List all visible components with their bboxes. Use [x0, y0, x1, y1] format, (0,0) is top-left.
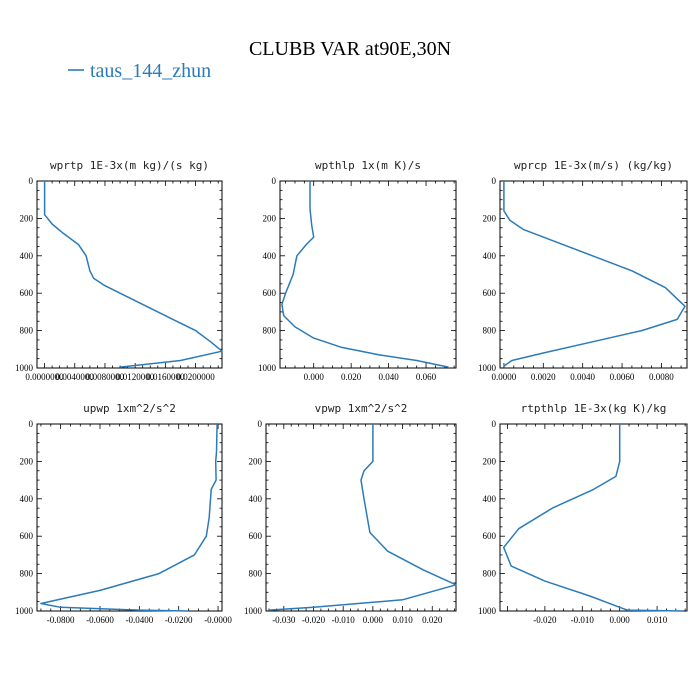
x-tick-label: 0.0120000 [116, 372, 155, 382]
x-tick-label: 0.010 [647, 615, 668, 625]
x-tick-label: 0.000 [610, 615, 631, 625]
x-tick-label: 0.000 [363, 615, 384, 625]
y-tick-label: 200 [249, 456, 263, 466]
y-tick-label: 800 [483, 569, 497, 579]
y-tick-label: 600 [20, 288, 34, 298]
x-tick-label: 0.000 [304, 372, 325, 382]
y-tick-label: 1000 [15, 363, 34, 373]
x-tick-label: 0.0040 [570, 372, 595, 382]
series-line [40, 423, 218, 612]
panel-6: rtpthlp 1E-3x(kg K)/kg 0 200 400 600 800 1000 -… [478, 402, 688, 625]
panel-title: wprcp 1E-3x(m/s) (kg/kg) [514, 159, 673, 172]
y-tick-label: 0 [258, 419, 263, 429]
plot-frame [499, 180, 688, 369]
x-tick-label: -0.010 [332, 615, 356, 625]
x-tick-label: 0.020 [341, 372, 362, 382]
x-tick-label: 0.0020 [531, 372, 556, 382]
plot-frame [499, 423, 688, 612]
y-tick-label: 600 [483, 288, 497, 298]
x-tick-label: -0.020 [302, 615, 326, 625]
y-tick-label: 0 [272, 176, 277, 186]
panel-5: vpwp 1xm^2/s^2 0 200 400 600 800 1000 -0.030 -0.… [244, 402, 457, 625]
x-tick-label: -0.0200 [165, 615, 193, 625]
x-tick-label: 0.0160000 [146, 372, 185, 382]
x-tick-label: -0.0800 [47, 615, 75, 625]
panel-title: wpthlp 1x(m K)/s [315, 159, 421, 172]
legend-label: taus_144_zhun [90, 60, 211, 82]
y-tick-label: 200 [483, 456, 497, 466]
plot-frame [279, 180, 457, 369]
panel-1: wprtp 1E-3x(m kg)/(s kg) 0 200 400 600 800 100… [15, 159, 223, 382]
x-tick-label: -0.0600 [86, 615, 114, 625]
y-tick-label: 200 [483, 213, 497, 223]
panel-title: wprtp 1E-3x(m kg)/(s kg) [50, 159, 209, 172]
x-tick-label: -0.0000 [204, 615, 232, 625]
y-tick-label: 1000 [258, 363, 277, 373]
y-tick-label: 200 [263, 213, 277, 223]
y-tick-label: 0 [492, 176, 497, 186]
x-tick-label: 0.040 [378, 372, 399, 382]
y-tick-label: 800 [249, 569, 263, 579]
x-tick-label: -0.010 [571, 615, 595, 625]
series-line [502, 424, 684, 612]
panel-title: rtpthlp 1E-3x(kg K)/kg [521, 402, 667, 415]
x-tick-label: 0.0000 [492, 372, 517, 382]
x-tick-label: 0.020 [422, 615, 443, 625]
x-tick-label: -0.020 [533, 615, 557, 625]
plot-frame [36, 423, 223, 612]
x-tick-label: 0.0060 [610, 372, 635, 382]
legend: taus_144_zhun [68, 60, 211, 82]
y-tick-label: 400 [483, 494, 497, 504]
plot-frame [265, 423, 457, 612]
y-tick-label: 0 [29, 176, 34, 186]
y-tick-label: 600 [263, 288, 277, 298]
panel-title: vpwp 1xm^2/s^2 [315, 402, 408, 415]
x-tick-label: 0.0000000 [25, 372, 64, 382]
y-tick-label: 400 [249, 494, 263, 504]
x-tick-label: 0.0200000 [176, 372, 215, 382]
y-tick-label: 600 [20, 531, 34, 541]
x-tick-label: 0.010 [392, 615, 413, 625]
plot-frame [36, 180, 223, 369]
y-tick-label: 1000 [478, 606, 497, 616]
y-tick-label: 400 [20, 494, 34, 504]
y-tick-label: 400 [20, 251, 34, 261]
series-line [43, 181, 223, 368]
series-line [281, 181, 449, 368]
panel-title: upwp 1xm^2/s^2 [83, 402, 176, 415]
y-tick-label: 0 [492, 419, 497, 429]
y-tick-label: 200 [20, 456, 34, 466]
y-tick-label: 800 [20, 569, 34, 579]
x-tick-label: 0.060 [416, 372, 437, 382]
y-tick-label: 1000 [244, 606, 263, 616]
panel-4: upwp 1xm^2/s^2 0 200 400 600 800 1000 -0.0800 -0… [15, 402, 232, 625]
y-tick-label: 600 [249, 531, 263, 541]
y-tick-label: 1000 [478, 363, 497, 373]
series-line [503, 181, 686, 367]
y-tick-label: 800 [263, 326, 277, 336]
x-tick-label: -0.0400 [125, 615, 153, 625]
series-line [268, 424, 457, 611]
y-tick-label: 800 [20, 326, 34, 336]
x-tick-label: -0.030 [272, 615, 296, 625]
y-tick-label: 800 [483, 326, 497, 336]
panel-2: wpthlp 1x(m K)/s 0 200 400 600 800 1000 0.000 0.… [258, 159, 457, 382]
x-tick-label: 0.0040000 [56, 372, 95, 382]
y-tick-label: 200 [20, 213, 34, 223]
y-tick-label: 600 [483, 531, 497, 541]
y-tick-label: 1000 [15, 606, 34, 616]
y-tick-label: 400 [483, 251, 497, 261]
y-tick-label: 0 [29, 419, 34, 429]
panel-3: wprcp 1E-3x(m/s) (kg/kg) 0 200 400 600 800 100… [478, 159, 688, 382]
x-tick-label: 0.0080000 [86, 372, 125, 382]
y-tick-label: 400 [263, 251, 277, 261]
figure-title: CLUBB VAR at90E,30N [249, 38, 451, 60]
x-tick-label: 0.0080 [649, 372, 674, 382]
panels-group: wprtp 1E-3x(m kg)/(s kg) 0 200 400 600 800 100… [15, 159, 688, 625]
